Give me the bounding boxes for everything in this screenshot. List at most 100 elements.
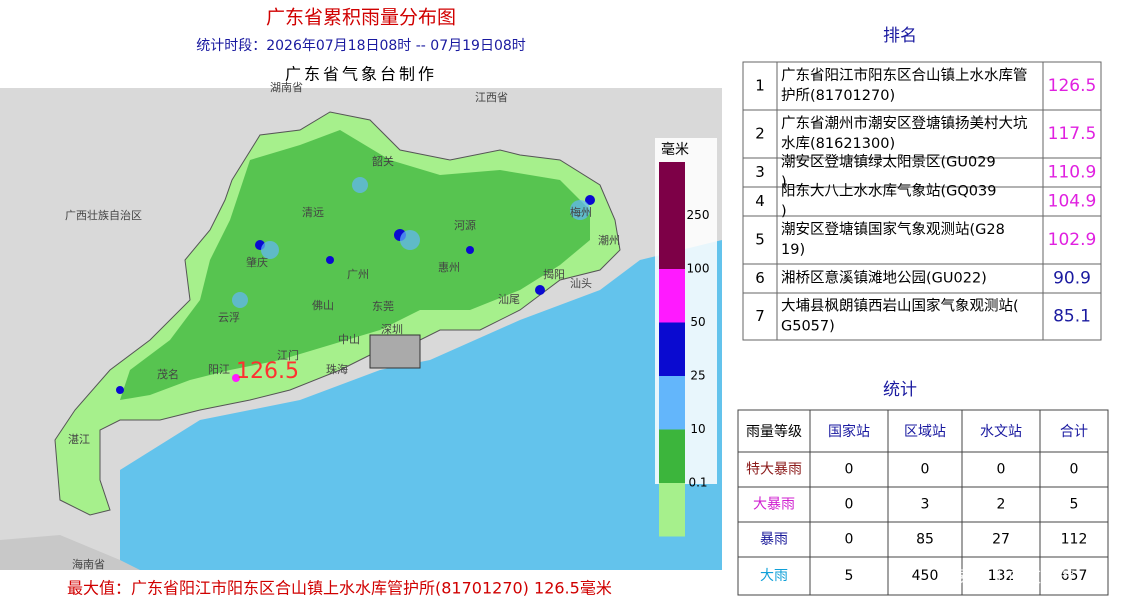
place-label: 广西壮族自治区 <box>65 208 142 222</box>
station-count: 0 <box>1070 462 1079 478</box>
station-count: 0 <box>845 532 854 548</box>
station: 大埔县枫朗镇西岩山国家气象观测站(G5057) <box>781 298 1019 335</box>
station-count: 0 <box>921 462 930 478</box>
station-count: 5 <box>845 568 854 584</box>
place-label: 湖南省 <box>270 81 303 94</box>
legend-swatch <box>659 322 685 376</box>
place-label: 梅州 <box>570 205 592 219</box>
ranking-title: 排名 <box>883 26 917 46</box>
station-count: 450 <box>912 568 939 584</box>
legend-swatch <box>659 483 685 537</box>
legend-unit: 毫米 <box>661 141 689 158</box>
station: 广东省潮州市潮安区登塘镇扬美村大坑水库(81621300) <box>781 115 1028 152</box>
station-count: 132 <box>988 568 1015 584</box>
sea <box>120 240 722 570</box>
legend-swatch <box>659 162 685 216</box>
period: 统计时段：2026年07月18日08时 -- 07月19日08时 <box>196 38 526 54</box>
rank: 4 <box>755 192 765 210</box>
stats-header: 雨量等级 <box>746 423 802 440</box>
rank: 3 <box>755 163 765 181</box>
table-border <box>742 61 1102 341</box>
stats-title: 统计 <box>883 380 917 400</box>
station-count: 0 <box>845 462 854 478</box>
place-label: 汕头 <box>570 277 592 290</box>
legend-threshold: 250 <box>687 208 710 222</box>
max-label: 126.5 <box>236 359 299 384</box>
rain-level: 暴雨 <box>760 532 788 548</box>
station-count: 85 <box>916 532 934 548</box>
legend-threshold: 10 <box>690 422 705 436</box>
place-label: 珠海 <box>326 362 348 376</box>
legend: 250 100 50 25 10 0.1 <box>659 162 709 537</box>
rain-value: 126.5 <box>1048 76 1097 96</box>
place-label: 阳江 <box>208 363 230 376</box>
legend-swatch <box>659 269 685 323</box>
rain-value: 85.1 <box>1053 307 1091 327</box>
watermark: 网易号 | 广东天气 <box>940 568 1076 588</box>
station-count: 112 <box>1061 532 1088 548</box>
rank: 7 <box>755 307 765 325</box>
ranking-table: 1 广东省阳江市阳东区合山镇上水水库管护所(81701270) 126.5 2 广东省潮… <box>742 61 1102 341</box>
stats-header: 区域站 <box>904 424 946 440</box>
station: 湘桥区意溪镇滩地公园(GU022) <box>781 269 987 287</box>
place-label: 潮州 <box>598 233 620 247</box>
rain-25mm-spots <box>232 177 590 308</box>
hainan <box>0 535 140 570</box>
place-label: 云浮 <box>218 311 240 324</box>
place-label: 深圳 <box>381 323 403 336</box>
place-label: 揭阳 <box>543 267 565 281</box>
rank: 1 <box>755 77 765 95</box>
station-count: 0 <box>845 497 854 513</box>
rain-level: 大暴雨 <box>753 497 795 513</box>
station-count: 3 <box>921 497 930 513</box>
legend-threshold: 0.1 <box>688 476 707 490</box>
max-station <box>232 374 240 382</box>
rain-value: 104.9 <box>1048 192 1097 212</box>
max-note: 最大值：广东省阳江市阳东区合山镇上水水库管护所(81701270) 126.5毫… <box>67 579 612 598</box>
rain-value: 102.9 <box>1048 230 1097 250</box>
place-label: 江西省 <box>475 91 508 104</box>
station-count: 5 <box>1070 497 1079 513</box>
place-label: 湛江 <box>68 433 90 446</box>
station: 阳东大八上水水库气象站(GQ039) <box>781 183 996 220</box>
legend-threshold: 50 <box>690 315 705 329</box>
place-label: 东莞 <box>372 300 394 313</box>
rain-50mm-spots <box>116 195 595 394</box>
map-title: 广东省累积雨量分布图 <box>266 7 456 29</box>
place-label: 茂名 <box>157 367 179 381</box>
legend-threshold: 25 <box>690 369 705 383</box>
place-label: 韶关 <box>372 154 394 168</box>
station-count: 2 <box>997 497 1006 513</box>
legend-swatch <box>659 429 685 483</box>
note-bar <box>0 570 722 602</box>
hong-kong <box>369 334 421 369</box>
rain-value: 110.9 <box>1048 163 1097 183</box>
rank: 5 <box>755 231 765 249</box>
legend-swatch <box>659 215 685 269</box>
rain-level: 特大暴雨 <box>746 462 802 478</box>
place-label: 河源 <box>454 218 476 232</box>
rank: 6 <box>755 269 765 287</box>
stats-header: 国家站 <box>828 423 870 440</box>
place-label: 广州 <box>347 268 369 281</box>
rain-level: 大雨 <box>760 568 788 584</box>
rain-value: 90.9 <box>1053 269 1091 289</box>
stats-header: 水文站 <box>980 424 1022 440</box>
rain-10mm-area <box>120 130 590 400</box>
station-count: 0 <box>997 462 1006 478</box>
place-label: 江门 <box>277 348 299 362</box>
legend-swatch <box>659 376 685 430</box>
place-label: 汕尾 <box>498 293 520 306</box>
station: 潮安区登塘镇国家气象观测站(G28 19) <box>781 221 1005 258</box>
station: 潮安区登塘镇绿太阳景区(GU029) <box>781 154 996 191</box>
stats-header: 合计 <box>1060 424 1088 440</box>
legend-threshold: 100 <box>687 262 710 276</box>
rank: 2 <box>755 125 765 143</box>
place-label: 佛山 <box>312 299 334 312</box>
station: 广东省阳江市阳东区合山镇上水水库管护所(81701270) <box>781 67 1028 104</box>
place-label: 中山 <box>338 333 360 346</box>
rain-value: 117.5 <box>1048 124 1097 144</box>
